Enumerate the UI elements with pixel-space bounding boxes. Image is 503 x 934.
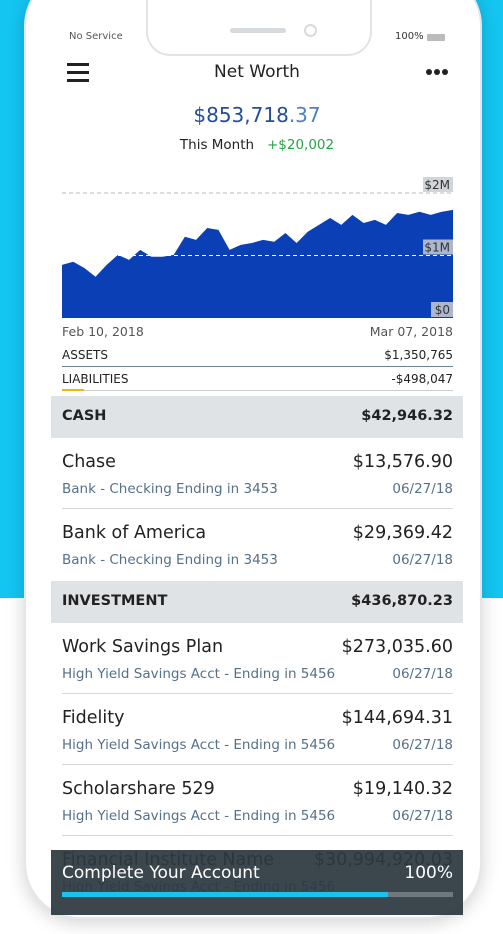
account-name: Scholarshare 529 [62, 779, 215, 799]
period: This Month [179, 137, 255, 153]
account-detail: Bank - Checking Ending in 3453 [62, 552, 278, 568]
net-worth-whole: $853,718 [193, 103, 289, 127]
battery-icon [427, 34, 445, 41]
y-tick-label: $0 [435, 303, 450, 317]
account-date: 06/27/18 [392, 666, 453, 682]
section-header [51, 581, 463, 623]
account-amount: $13,576.90 [352, 452, 453, 472]
change: +$20,002 [266, 137, 335, 153]
separator [62, 508, 453, 509]
account-amount: $19,140.32 [352, 779, 453, 799]
total-label: LIABILITIES [62, 372, 129, 386]
liability-accent [62, 389, 84, 391]
y-tick-label: $2M [424, 178, 450, 192]
phone-frame [24, 0, 482, 919]
net-worth-chart: $0 $1M $2M [62, 177, 453, 318]
account-name: Bank of America [62, 523, 207, 543]
account-name: Fidelity [62, 708, 125, 728]
progress-fill [62, 892, 388, 897]
account-date: 06/27/18 [392, 737, 453, 753]
menu-button[interactable] [67, 62, 91, 84]
separator [62, 764, 453, 765]
account-detail: High Yield Savings Acct - Ending in 5456 [62, 808, 336, 824]
account-amount: $144,694.31 [341, 708, 453, 728]
total-rule [62, 390, 453, 391]
total-label: ASSETS [62, 348, 108, 362]
start-date: Feb 10, 2018 [62, 324, 144, 339]
section-total: $436,870.23 [351, 593, 453, 609]
separator [62, 835, 453, 836]
account-name: Work Savings Plan [62, 637, 224, 657]
total-value: $1,350,765 [384, 348, 453, 362]
account-detail: Bank - Checking Ending in 3453 [62, 481, 278, 497]
area [62, 209, 453, 318]
account-date: 06/27/18 [392, 481, 453, 497]
account-amount: $29,369.42 [352, 523, 453, 543]
complete-account-bar[interactable]: Complete Your Account 100% [51, 850, 463, 915]
speaker [230, 28, 286, 33]
section-header [51, 396, 463, 438]
battery-text: 100% [395, 31, 424, 42]
total-rule [62, 366, 453, 367]
net-worth-cents: .37 [288, 103, 321, 127]
section-name: CASH [62, 408, 107, 424]
footer-progress: 100% [404, 863, 453, 883]
account-detail: High Yield Savings Acct - Ending in 5456 [62, 737, 336, 753]
account-detail: High Yield Savings Acct - Ending in 5456 [62, 666, 336, 682]
tick-label-bg [423, 177, 453, 192]
net-worth: $853,718.37 [51, 103, 463, 127]
section-name: INVESTMENT [62, 593, 168, 609]
notch [146, 0, 372, 56]
account-amount: $273,035.60 [341, 637, 453, 657]
total-value: -$498,047 [391, 372, 453, 386]
tick-label-bg [431, 302, 453, 317]
end-date: Mar 07, 2018 [369, 324, 453, 339]
account-name: Chase [62, 452, 116, 472]
screen: Net Worth $853,718.37 This Month +$20,00… [51, 0, 463, 915]
month-change: This Month +$20,002 [51, 137, 463, 153]
y-tick-label: $1M [424, 241, 450, 255]
separator [62, 693, 453, 694]
header-title: Net Worth [214, 62, 300, 82]
tick-label-bg [423, 239, 453, 255]
footer-title: Complete Your Account [62, 863, 260, 883]
carrier: No Service [69, 31, 123, 42]
account-date: 06/27/18 [392, 552, 453, 568]
account-date: 06/27/18 [392, 808, 453, 824]
section-total: $42,946.32 [361, 408, 453, 424]
camera [304, 24, 317, 37]
more-button[interactable] [426, 68, 450, 76]
